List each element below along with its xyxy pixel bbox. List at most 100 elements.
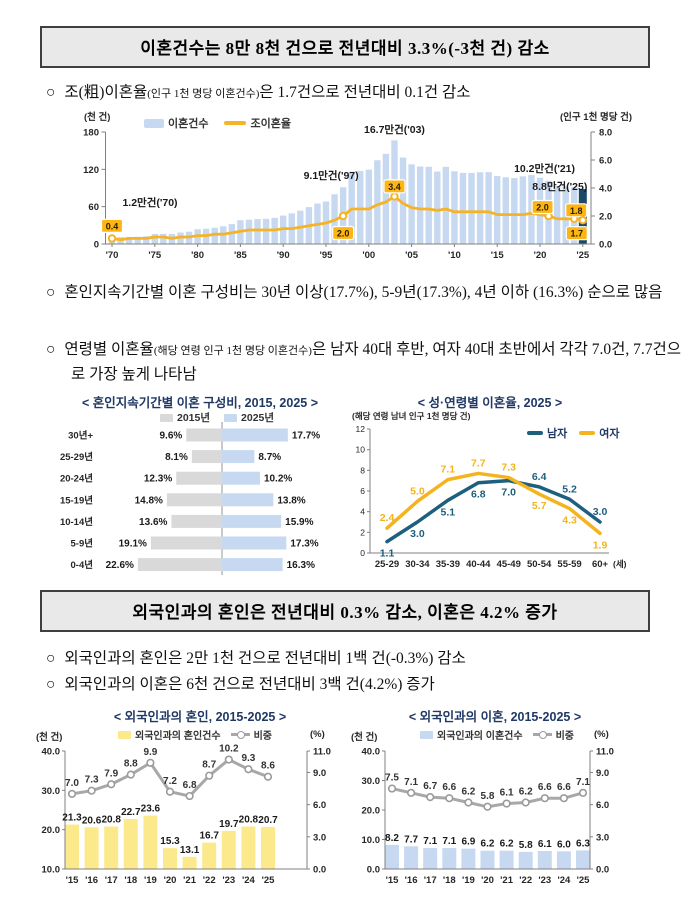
bullet-text-main: 연령별 이혼율 bbox=[64, 341, 154, 358]
bullet-marker: ○ bbox=[46, 284, 56, 301]
svg-text:7.0: 7.0 bbox=[65, 778, 79, 789]
svg-text:7.1: 7.1 bbox=[441, 464, 456, 476]
svg-text:6.6: 6.6 bbox=[538, 782, 552, 793]
legend-item-2015: 2015년 bbox=[160, 410, 210, 425]
legend-label: 이혼건수 bbox=[168, 118, 209, 130]
divorce-right-axis-unit: (%) bbox=[594, 729, 609, 740]
svg-text:12: 12 bbox=[356, 424, 366, 434]
svg-text:3.4: 3.4 bbox=[388, 182, 401, 192]
svg-text:30년+: 30년+ bbox=[68, 430, 93, 442]
svg-text:5-9년: 5-9년 bbox=[71, 538, 93, 550]
duration-chart-title: < 혼인지속기간별 이혼 구성비, 2015, 2025 > bbox=[82, 396, 318, 410]
duration-composition-chart: 30년+ 9.6% 17.7% 25-29년 8.1% 8.7% 20-24년 12.3% 10… bbox=[60, 422, 320, 575]
marriage-count-swatch bbox=[118, 730, 131, 739]
bullet-text-rest: 은 남자 40대 후반, 여자 40대 초반에서 각각 7.0건, 7.7건으로… bbox=[71, 341, 682, 383]
svg-text:23.6: 23.6 bbox=[141, 804, 161, 815]
svg-text:0.0: 0.0 bbox=[313, 865, 326, 876]
marriage-right-axis-unit: (%) bbox=[310, 729, 325, 740]
svg-text:'24: '24 bbox=[242, 875, 256, 886]
bullet-text-small: (인구 1천 명당 이혼건수) bbox=[147, 88, 260, 100]
svg-text:20.7: 20.7 bbox=[258, 815, 278, 826]
bullet-text-small: (해당 연령 인구 1천 명당 이혼건수) bbox=[153, 345, 312, 357]
legend-item-2025: 2025년 bbox=[224, 410, 274, 425]
svg-text:6.6: 6.6 bbox=[442, 782, 456, 793]
svg-text:30.0: 30.0 bbox=[42, 786, 61, 797]
svg-text:6.4: 6.4 bbox=[532, 471, 547, 483]
svg-text:'10: '10 bbox=[448, 250, 461, 261]
svg-text:40-44: 40-44 bbox=[466, 559, 491, 570]
svg-text:19.7: 19.7 bbox=[219, 819, 239, 830]
svg-text:9.0: 9.0 bbox=[313, 768, 326, 779]
bullet-text: 외국인과의 혼인은 2만 1천 건으로 전년대비 1백 건(-0.3%) 감소 bbox=[64, 650, 466, 667]
legend-item-female: 여자 bbox=[579, 425, 620, 441]
svg-text:15.9%: 15.9% bbox=[285, 517, 313, 528]
svg-text:1.1: 1.1 bbox=[380, 548, 395, 560]
svg-text:20.8: 20.8 bbox=[101, 815, 121, 826]
svg-text:10.2만건('21): 10.2만건('21) bbox=[514, 162, 575, 175]
svg-text:5.8: 5.8 bbox=[519, 840, 533, 851]
svg-text:7.0: 7.0 bbox=[501, 487, 516, 499]
svg-text:2: 2 bbox=[360, 527, 365, 537]
svg-text:8.0: 8.0 bbox=[599, 128, 612, 139]
svg-text:0.0: 0.0 bbox=[596, 865, 609, 876]
main-left-axis-unit: (천 건) bbox=[84, 112, 111, 123]
svg-text:'25: '25 bbox=[262, 875, 276, 886]
age-chart-subtitle: (해당 연령 남녀 인구 1천 명당 건) bbox=[352, 411, 471, 421]
svg-text:8.6: 8.6 bbox=[261, 761, 275, 772]
legend-item-share: 비중 bbox=[230, 727, 272, 742]
svg-text:25-29: 25-29 bbox=[375, 559, 399, 570]
svg-text:4: 4 bbox=[360, 507, 365, 517]
svg-text:50-54: 50-54 bbox=[527, 559, 552, 570]
svg-text:0.4: 0.4 bbox=[106, 221, 119, 231]
svg-text:'19: '19 bbox=[144, 875, 157, 886]
svg-text:6.1: 6.1 bbox=[538, 839, 552, 850]
svg-text:7.1: 7.1 bbox=[404, 777, 418, 788]
share-line-swatch bbox=[230, 730, 250, 739]
svg-text:2.0: 2.0 bbox=[536, 203, 549, 213]
svg-text:3.0: 3.0 bbox=[410, 528, 425, 540]
svg-text:5.8: 5.8 bbox=[481, 791, 495, 802]
age-chart-legend: 남자 여자 bbox=[527, 425, 620, 441]
bullet-text-main: 조(粗)이혼율 bbox=[64, 84, 148, 101]
svg-text:40.0: 40.0 bbox=[42, 747, 61, 758]
svg-text:16.7: 16.7 bbox=[199, 831, 219, 842]
foreigner-divorce-chart-title: < 외국인과의 이혼, 2015-2025 > bbox=[408, 710, 582, 724]
svg-text:'85: '85 bbox=[234, 250, 248, 261]
svg-text:60+: 60+ bbox=[592, 559, 609, 570]
year-2015-swatch bbox=[160, 413, 173, 422]
svg-text:10.2%: 10.2% bbox=[264, 474, 292, 485]
svg-text:22.7: 22.7 bbox=[121, 807, 141, 818]
svg-text:30.0: 30.0 bbox=[362, 776, 381, 787]
svg-text:15.3: 15.3 bbox=[160, 836, 180, 847]
svg-text:'18: '18 bbox=[124, 875, 137, 886]
svg-text:0.0: 0.0 bbox=[367, 865, 380, 876]
svg-text:'19: '19 bbox=[462, 875, 475, 886]
svg-text:'21: '21 bbox=[500, 875, 514, 886]
svg-text:'20: '20 bbox=[481, 875, 494, 886]
svg-text:8.1%: 8.1% bbox=[165, 452, 188, 463]
svg-text:0.0: 0.0 bbox=[599, 240, 612, 251]
svg-text:7.1: 7.1 bbox=[442, 836, 456, 847]
svg-text:'25: '25 bbox=[577, 875, 591, 886]
svg-text:14.8%: 14.8% bbox=[135, 495, 163, 506]
svg-text:1.2만건('70): 1.2만건('70) bbox=[122, 196, 177, 209]
svg-text:2.0: 2.0 bbox=[337, 229, 350, 239]
svg-text:'24: '24 bbox=[557, 875, 571, 886]
svg-text:7.9: 7.9 bbox=[104, 768, 118, 779]
svg-text:20.6: 20.6 bbox=[82, 815, 102, 826]
share-line-swatch bbox=[532, 730, 552, 739]
year-2025-swatch bbox=[224, 413, 238, 422]
legend-label: 여자 bbox=[599, 428, 620, 440]
svg-text:15-19년: 15-19년 bbox=[60, 494, 93, 506]
svg-text:0: 0 bbox=[360, 548, 365, 558]
bullet-duration-composition: ○ 혼인지속기간별 이혼 구성비는 30년 이상(17.7%), 5-9년(17.… bbox=[46, 281, 687, 304]
svg-text:7.3: 7.3 bbox=[85, 775, 99, 786]
svg-text:8: 8 bbox=[360, 465, 365, 475]
svg-text:6.3: 6.3 bbox=[576, 838, 590, 849]
svg-text:6.0: 6.0 bbox=[596, 800, 609, 811]
svg-text:9.3: 9.3 bbox=[241, 753, 255, 764]
svg-text:5.7: 5.7 bbox=[532, 500, 547, 512]
svg-text:6.0: 6.0 bbox=[313, 800, 326, 811]
svg-text:6.2: 6.2 bbox=[461, 786, 475, 797]
